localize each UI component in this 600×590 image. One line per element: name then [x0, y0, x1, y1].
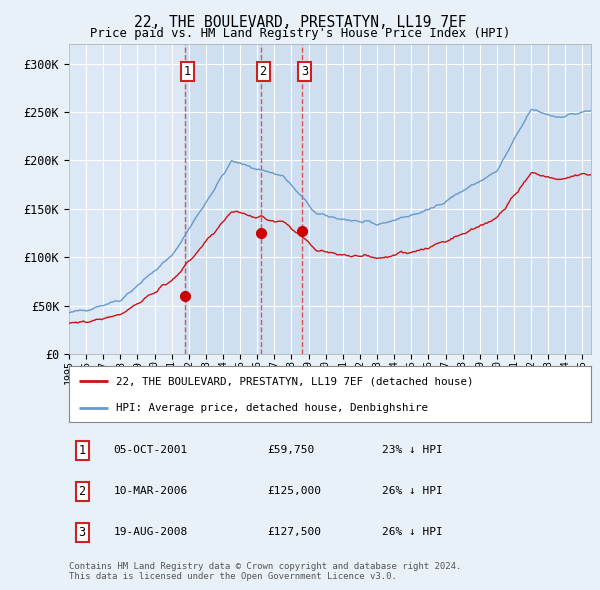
Text: 22, THE BOULEVARD, PRESTATYN, LL19 7EF (detached house): 22, THE BOULEVARD, PRESTATYN, LL19 7EF (… — [116, 376, 473, 386]
Bar — [185, 44, 591, 354]
Text: 2: 2 — [260, 65, 266, 78]
Text: 23% ↓ HPI: 23% ↓ HPI — [382, 445, 443, 455]
Text: 26% ↓ HPI: 26% ↓ HPI — [382, 486, 443, 496]
Text: Contains HM Land Registry data © Crown copyright and database right 2024.: Contains HM Land Registry data © Crown c… — [69, 562, 461, 571]
Text: 10-MAR-2006: 10-MAR-2006 — [113, 486, 188, 496]
Text: £125,000: £125,000 — [268, 486, 322, 496]
Text: 1: 1 — [79, 444, 86, 457]
Text: 19-AUG-2008: 19-AUG-2008 — [113, 527, 188, 537]
Text: 05-OCT-2001: 05-OCT-2001 — [113, 445, 188, 455]
Text: 3: 3 — [301, 65, 308, 78]
Text: 3: 3 — [79, 526, 86, 539]
Text: £59,750: £59,750 — [268, 445, 314, 455]
Text: 1: 1 — [184, 65, 191, 78]
Text: This data is licensed under the Open Government Licence v3.0.: This data is licensed under the Open Gov… — [69, 572, 397, 581]
Text: 26% ↓ HPI: 26% ↓ HPI — [382, 527, 443, 537]
Text: £127,500: £127,500 — [268, 527, 322, 537]
Text: Price paid vs. HM Land Registry's House Price Index (HPI): Price paid vs. HM Land Registry's House … — [90, 27, 510, 40]
Text: HPI: Average price, detached house, Denbighshire: HPI: Average price, detached house, Denb… — [116, 403, 428, 413]
Text: 22, THE BOULEVARD, PRESTATYN, LL19 7EF: 22, THE BOULEVARD, PRESTATYN, LL19 7EF — [134, 15, 466, 30]
Text: 2: 2 — [79, 484, 86, 498]
